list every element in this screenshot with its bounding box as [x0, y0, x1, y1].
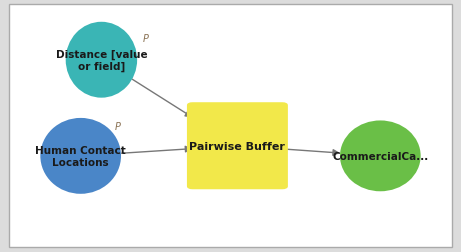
Text: CommercialCa...: CommercialCa...	[332, 151, 428, 161]
Text: P: P	[142, 34, 148, 44]
FancyBboxPatch shape	[9, 5, 452, 247]
Ellipse shape	[340, 121, 420, 192]
Text: P: P	[115, 121, 120, 131]
FancyBboxPatch shape	[187, 103, 288, 190]
Text: Distance [value
or field]: Distance [value or field]	[56, 49, 147, 72]
Text: Human Contact
Locations: Human Contact Locations	[35, 145, 126, 167]
Ellipse shape	[65, 23, 137, 98]
Ellipse shape	[41, 118, 121, 194]
Text: Pairwise Buffer: Pairwise Buffer	[189, 141, 285, 151]
